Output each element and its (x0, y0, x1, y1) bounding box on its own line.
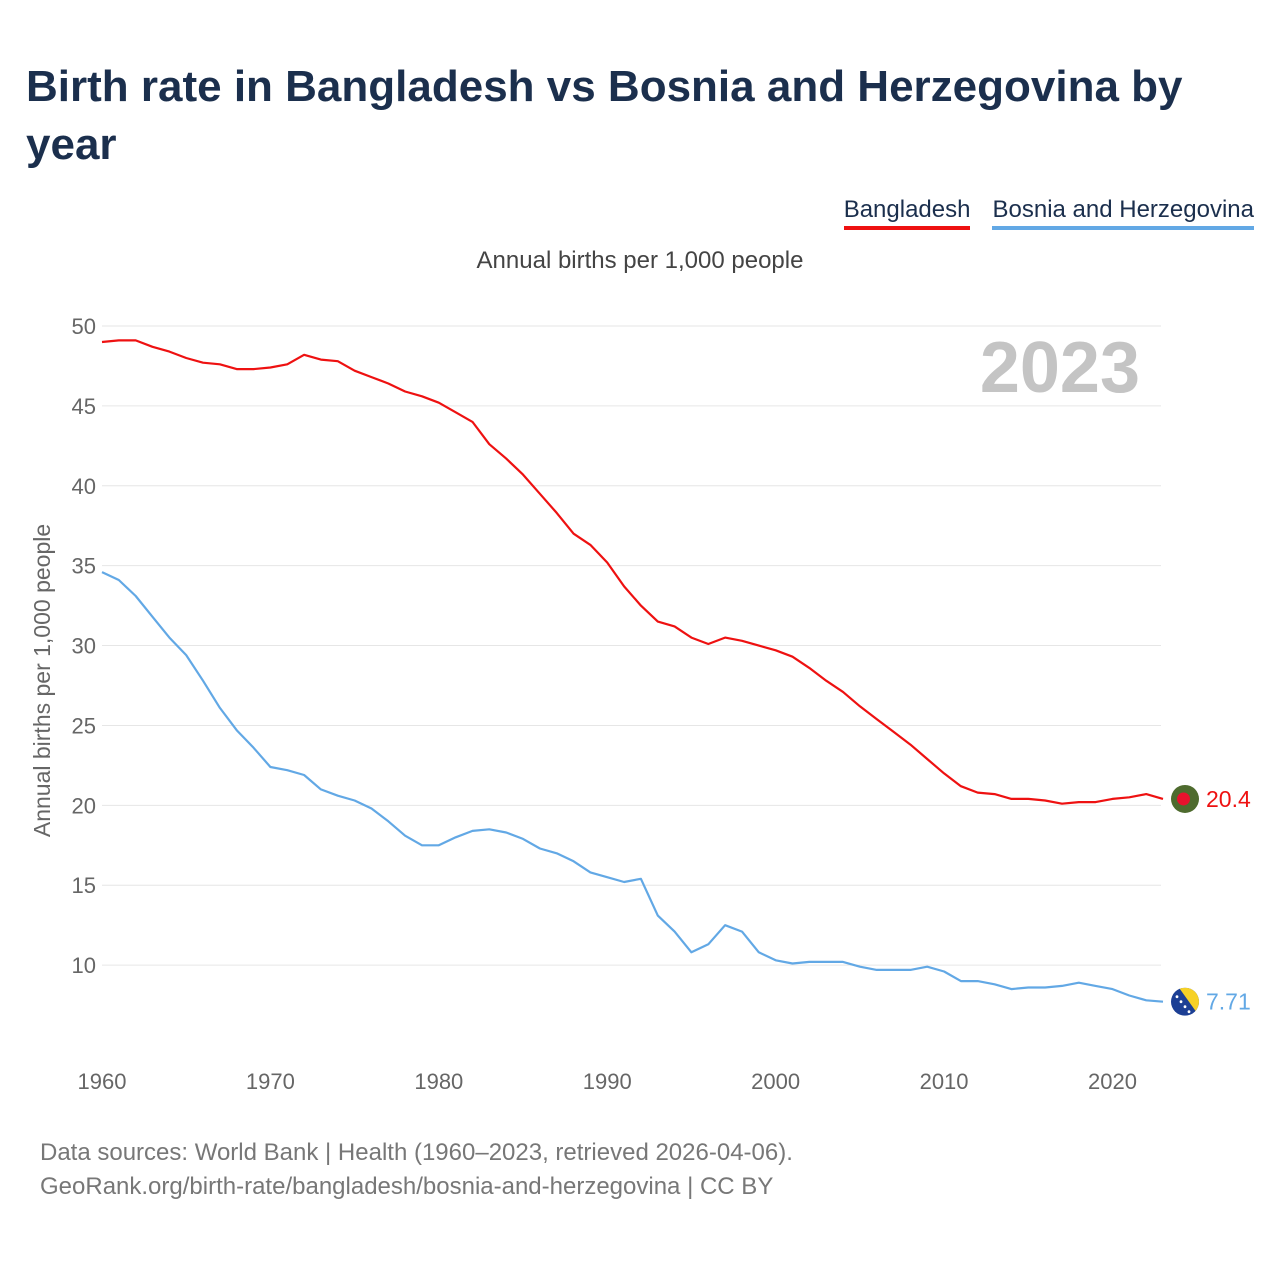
legend-item-bosnia[interactable]: Bosnia and Herzegovina (992, 196, 1254, 230)
year-watermark: 2023 (980, 328, 1140, 408)
x-tick-label: 1980 (414, 1069, 463, 1094)
series-line-bangladesh (101, 339, 1164, 805)
footer-url[interactable]: GeoRank.org/birth-rate/bangladesh/bosnia… (40, 1173, 774, 1200)
bosnia-flag-icon (1171, 987, 1199, 1016)
y-tick-label: 50 (72, 314, 96, 339)
x-tick-label: 1970 (246, 1069, 295, 1094)
y-axis-label: Annual births per 1,000 people (29, 524, 55, 837)
y-tick-label: 35 (72, 554, 96, 579)
legend: Bangladesh Bosnia and Herzegovina (843, 196, 1254, 230)
footer: Data sources: World Bank | Health (1960–… (40, 1136, 793, 1204)
legend-item-bangladesh[interactable]: Bangladesh (843, 196, 971, 230)
footer-sources: Data sources: World Bank | Health (1960–… (40, 1139, 793, 1166)
y-tick-label: 10 (72, 953, 96, 978)
line-chart: 10 15 20 25 30 35 40 45 50 1960 1970 1980 1990 2000 20… (29, 314, 1251, 1094)
x-tick-label: 2010 (920, 1069, 969, 1094)
y-tick-label: 25 (72, 713, 96, 738)
x-tick-label: 1960 (78, 1069, 127, 1094)
y-tick-label: 20 (72, 793, 96, 818)
y-tick-label: 15 (72, 873, 96, 898)
y-tick-label: 45 (72, 394, 96, 419)
y-tick-label: 30 (72, 634, 96, 659)
y-tick-label: 40 (72, 474, 96, 499)
chart-subtitle: Annual births per 1,000 people (476, 247, 804, 274)
end-label-bangladesh: 20.4 (1206, 786, 1251, 812)
x-tick-label: 1990 (583, 1069, 632, 1094)
end-label-bosnia: 7.71 (1206, 989, 1251, 1015)
series-line-bosnia (101, 571, 1164, 1003)
chart-title: Birth rate in Bangladesh vs Bosnia and H… (26, 62, 1183, 169)
x-tick-label: 2000 (751, 1069, 800, 1094)
x-tick-label: 2020 (1088, 1069, 1137, 1094)
bangladesh-flag-disc (1177, 792, 1190, 806)
